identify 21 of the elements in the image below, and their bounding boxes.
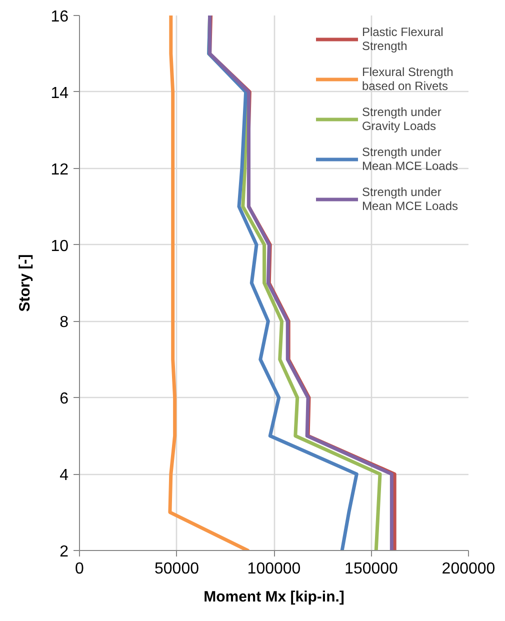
x-tick-label: 200000	[442, 560, 496, 578]
x-axis-title: Moment Mx [kip-in.]	[204, 588, 344, 606]
x-tick-label: 100000	[247, 560, 301, 578]
y-axis-title: Story [-]	[16, 254, 34, 312]
y-tick-label: 8	[60, 314, 69, 332]
legend-label: Strength under Gravity Loads	[362, 105, 442, 133]
legend-label: Strength under Mean MCE Loads	[362, 185, 458, 213]
y-tick-label: 6	[60, 390, 69, 408]
legend-label: Plastic Flexural Strength	[362, 25, 444, 53]
y-tick-label: 4	[60, 467, 69, 484]
legend-label: Strength under Mean MCE Loads	[362, 145, 458, 173]
y-tick-label: 10	[50, 238, 69, 255]
x-tick-label: 50000	[154, 560, 200, 578]
x-tick-label: 0	[75, 560, 84, 578]
y-tick-label: 14	[50, 84, 69, 102]
x-tick-label: 150000	[344, 560, 398, 578]
line-series	[168, 16, 250, 550]
legend-label: Flexural Strength based on Rivets	[362, 65, 454, 93]
y-tick-label: 2	[60, 544, 69, 560]
y-tick-label: 16	[50, 8, 69, 26]
y-tick-label: 12	[50, 161, 69, 178]
